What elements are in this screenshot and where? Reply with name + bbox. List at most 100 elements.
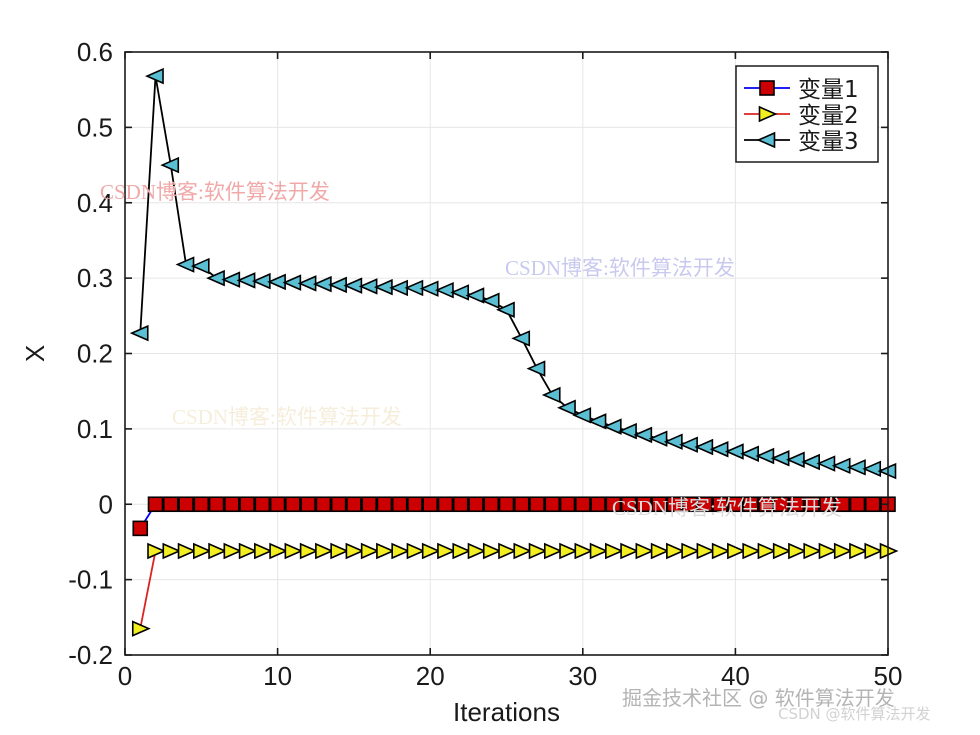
- marker-triangle-left: [694, 438, 714, 456]
- y-tick-label: 0.1: [77, 414, 113, 444]
- marker-square: [559, 496, 576, 513]
- marker-square: [132, 520, 149, 537]
- marker-square: [208, 496, 225, 513]
- marker-triangle-right: [284, 542, 304, 560]
- marker-square: [544, 496, 561, 513]
- marker-square: [498, 496, 515, 513]
- marker-square: [651, 496, 667, 513]
- x-axis-label: Iterations: [453, 697, 560, 727]
- marker-triangle-right: [528, 542, 548, 560]
- marker-triangle-right: [711, 542, 731, 560]
- series-2: [131, 542, 899, 637]
- y-tick-label: 0.5: [77, 112, 113, 142]
- marker-triangle-right: [269, 542, 289, 560]
- marker-triangle-left: [145, 67, 164, 85]
- marker-square: [513, 496, 530, 513]
- marker-triangle-right: [605, 542, 624, 560]
- marker-triangle-left: [831, 457, 851, 475]
- marker-triangle-right: [803, 542, 823, 560]
- marker-triangle-left: [526, 360, 546, 377]
- marker-triangle-left: [724, 443, 744, 460]
- marker-triangle-left: [816, 455, 836, 472]
- marker-square: [666, 496, 683, 513]
- y-tick-label: 0.4: [77, 188, 113, 218]
- marker-triangle-right: [818, 542, 838, 560]
- marker-square: [742, 496, 759, 513]
- marker-triangle-left: [679, 436, 698, 453]
- series-1: [132, 496, 896, 537]
- marker-square: [788, 496, 805, 513]
- marker-triangle-right: [772, 542, 792, 560]
- x-tick-label: 20: [416, 661, 445, 691]
- marker-triangle-right: [696, 542, 716, 560]
- marker-square: [407, 496, 423, 513]
- marker-triangle-left: [633, 426, 653, 444]
- marker-triangle-left: [190, 257, 210, 275]
- marker-triangle-right: [177, 542, 197, 560]
- marker-square: [147, 496, 164, 513]
- marker-square: [376, 496, 393, 513]
- marker-triangle-left: [801, 453, 821, 471]
- marker-triangle-left: [862, 460, 882, 478]
- marker-square: [330, 496, 347, 513]
- marker-triangle-right: [147, 542, 167, 560]
- marker-triangle-left: [419, 280, 439, 297]
- marker-triangle-right: [193, 542, 212, 560]
- marker-triangle-right: [635, 542, 655, 560]
- marker-square: [178, 496, 194, 513]
- marker-square: [605, 496, 622, 513]
- marker-triangle-right: [482, 542, 502, 560]
- x-tick-label: 40: [721, 661, 750, 691]
- marker-triangle-right: [559, 542, 579, 560]
- marker-triangle-left: [755, 447, 775, 465]
- marker-square: [422, 496, 439, 513]
- marker-triangle-left: [846, 459, 866, 476]
- axis-ticks: 0 10 20 30 40 50 -0.2 -0.1 0 0.1 0.2 0.3 0.4 0.5 0.6: [68, 37, 902, 691]
- y-tick-label: 0.2: [77, 339, 113, 369]
- marker-square: [819, 496, 835, 513]
- marker-triangle-left: [602, 418, 622, 435]
- marker-triangle-right: [574, 542, 594, 560]
- marker-square: [468, 496, 484, 513]
- marker-triangle-left: [785, 451, 805, 469]
- marker-square: [834, 496, 851, 513]
- marker-square: [224, 496, 240, 513]
- marker-triangle-right: [391, 542, 411, 560]
- marker-square: [681, 496, 698, 513]
- marker-triangle-right: [833, 542, 853, 560]
- marker-triangle-left: [511, 330, 531, 347]
- marker-triangle-left: [557, 399, 576, 416]
- marker-triangle-left: [434, 281, 454, 299]
- marker-triangle-right: [498, 542, 517, 560]
- marker-square: [452, 496, 469, 513]
- marker-triangle-right: [131, 620, 151, 637]
- marker-triangle-left: [770, 450, 790, 467]
- marker-triangle-right: [650, 542, 670, 560]
- marker-square: [773, 496, 789, 513]
- x-tick-label: 30: [568, 661, 597, 691]
- marker-square: [269, 496, 286, 513]
- marker-triangle-right: [620, 542, 640, 560]
- y-tick-label: 0.6: [77, 37, 113, 67]
- marker-triangle-left: [496, 301, 515, 319]
- marker-triangle-right: [162, 542, 182, 560]
- marker-square: [864, 496, 881, 513]
- marker-triangle-left: [709, 441, 729, 458]
- legend-label: 变量1: [798, 77, 859, 103]
- marker-square: [636, 496, 652, 513]
- marker-square: [391, 496, 408, 513]
- marker-triangle-left: [175, 256, 195, 273]
- marker-square: [758, 496, 774, 513]
- marker-square: [239, 496, 255, 513]
- marker-triangle-right: [757, 542, 777, 560]
- legend-label: 变量2: [798, 103, 859, 129]
- marker-triangle-left: [572, 407, 592, 424]
- y-axis-label: X: [20, 345, 50, 362]
- series-3: [129, 67, 897, 480]
- y-tick-label: -0.2: [68, 640, 113, 670]
- marker-square: [590, 496, 606, 513]
- legend-label: 变量3: [798, 129, 859, 155]
- marker-square: [849, 496, 866, 513]
